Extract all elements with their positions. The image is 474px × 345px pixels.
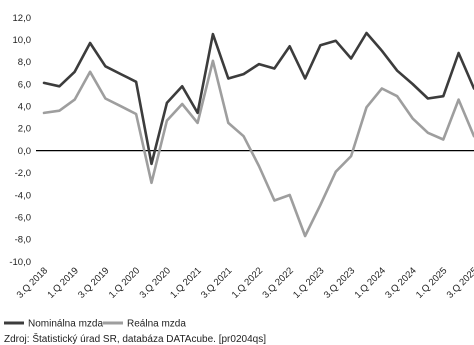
legend-item-nominal: Nominálna mzda (4, 319, 103, 330)
x-tick-label: 1.Q 2020 (107, 265, 142, 300)
y-tick-label: 10,0 (13, 35, 32, 46)
x-tick-label: 3.Q 2019 (76, 265, 111, 300)
y-tick-label: 6,0 (18, 79, 31, 90)
series-line-nominal (42, 31, 474, 166)
x-tick-label: 3.Q 2021 (199, 265, 234, 300)
legend-label-nominal: Nominálna mzda (28, 319, 103, 330)
y-axis-labels: 12,0 10,0 8,0 6,0 4,0 2,0 0,0 -2,0 -4,0 -6,0 -8,0 -… (9, 13, 31, 268)
y-tick-label: 2,0 (18, 124, 31, 135)
y-tick-label: 4,0 (18, 102, 31, 113)
x-tick-label: 1.Q 2024 (353, 265, 388, 300)
legend-label-real: Reálna mzda (127, 319, 186, 330)
x-tick-label: 1.Q 2022 (230, 265, 265, 300)
y-tick-label: -6,0 (15, 212, 31, 223)
legend: Nominálna mzda Reálna mzda (4, 319, 186, 330)
y-tick-label: 8,0 (18, 57, 31, 68)
x-tick-label: 3.Q 2025 (445, 265, 474, 300)
x-tick-label: 1.Q 2019 (45, 265, 80, 300)
y-tick-label: -4,0 (15, 190, 31, 201)
x-tick-label: 1.Q 2025 (414, 265, 449, 300)
y-tick-label: -8,0 (15, 235, 31, 246)
x-tick-label: 1.Q 2023 (291, 265, 326, 300)
x-tick-label: 3.Q 2023 (322, 265, 357, 300)
legend-item-real: Reálna mzda (103, 319, 186, 330)
series-lines (42, 31, 474, 238)
x-tick-label: 3.Q 2022 (260, 265, 295, 300)
y-tick-label: 12,0 (13, 13, 32, 24)
x-tick-label: 3.Q 2020 (138, 265, 173, 300)
y-tick-label: 0,0 (18, 146, 31, 157)
y-tick-label: -10,0 (9, 257, 31, 268)
x-tick-label: 3.Q 2024 (383, 265, 418, 300)
y-tick-label: -2,0 (15, 168, 31, 179)
source-note: Zdroj: Štatistický úrad SR, databáza DAT… (4, 332, 266, 345)
x-tick-label: 1.Q 2021 (168, 265, 203, 300)
x-tick-label: 3.Q 2018 (15, 265, 50, 300)
series-line-real (42, 59, 474, 238)
